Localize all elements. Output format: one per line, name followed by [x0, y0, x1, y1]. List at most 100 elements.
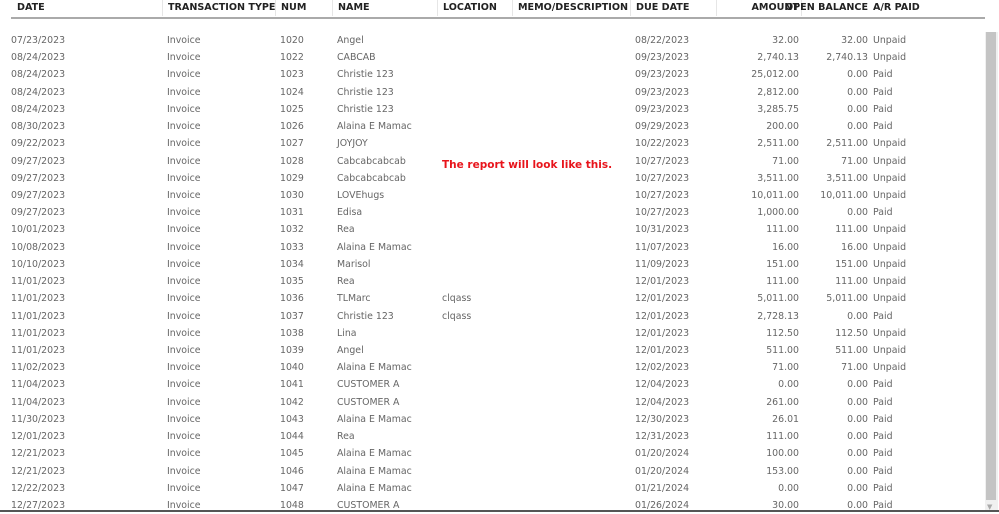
name-cell[interactable]: Alaina E Mamac — [337, 465, 412, 477]
column-divider[interactable] — [332, 0, 333, 16]
transaction-type-cell[interactable]: Invoice — [167, 310, 201, 322]
num-cell[interactable]: 1038 — [280, 327, 304, 339]
column-header-date[interactable]: DATE — [17, 2, 45, 13]
transaction-type-cell[interactable]: Invoice — [167, 189, 201, 201]
column-header-due-date[interactable]: DUE DATE — [636, 2, 690, 13]
name-cell[interactable]: Rea — [337, 276, 355, 288]
name-cell[interactable]: Alaina E Mamac — [337, 482, 412, 494]
num-cell[interactable]: 1033 — [280, 241, 304, 253]
name-cell[interactable]: TLMarc — [337, 293, 371, 305]
name-cell[interactable]: CUSTOMER A — [337, 396, 400, 408]
table-row[interactable]: 11/30/2023 Invoice 1043 Alaina E Mamac 12/30… — [0, 411, 985, 428]
num-cell[interactable]: 1031 — [280, 207, 304, 219]
num-cell[interactable]: 1037 — [280, 310, 304, 322]
table-row[interactable]: 08/24/2023 Invoice 1023 Christie 123 09/23/2… — [0, 66, 985, 83]
num-cell[interactable]: 1043 — [280, 413, 304, 425]
scroll-down-arrow-icon[interactable]: ▼ — [987, 503, 993, 511]
column-header-location[interactable]: LOCATION — [443, 2, 497, 13]
transaction-type-cell[interactable]: Invoice — [167, 448, 201, 460]
name-cell[interactable]: Christie 123 — [337, 86, 394, 98]
transaction-type-cell[interactable]: Invoice — [167, 258, 201, 270]
transaction-type-cell[interactable]: Invoice — [167, 293, 201, 305]
num-cell[interactable]: 1036 — [280, 293, 304, 305]
table-row[interactable]: 11/01/2023 Invoice 1036 TLMarc clqass 12/01/2… — [0, 290, 985, 307]
table-row[interactable]: 11/01/2023 Invoice 1038 Lina 12/01/2023 112.5… — [0, 325, 985, 342]
scrollbar-thumb[interactable] — [986, 32, 996, 500]
num-cell[interactable]: 1023 — [280, 69, 304, 81]
name-cell[interactable]: Lina — [337, 327, 357, 339]
name-cell[interactable]: Rea — [337, 224, 355, 236]
num-cell[interactable]: 1024 — [280, 86, 304, 98]
num-cell[interactable]: 1027 — [280, 138, 304, 150]
name-cell[interactable]: JOYJOY — [337, 138, 368, 150]
transaction-type-cell[interactable]: Invoice — [167, 224, 201, 236]
num-cell[interactable]: 1046 — [280, 465, 304, 477]
transaction-type-cell[interactable]: Invoice — [167, 52, 201, 64]
name-cell[interactable]: Rea — [337, 431, 355, 443]
table-row[interactable]: 09/27/2023 Invoice 1031 Edisa 10/27/2023 1,00… — [0, 204, 985, 221]
num-cell[interactable]: 1035 — [280, 276, 304, 288]
transaction-type-cell[interactable]: Invoice — [167, 103, 201, 115]
name-cell[interactable]: Alaina E Mamac — [337, 448, 412, 460]
table-row[interactable]: 08/24/2023 Invoice 1024 Christie 123 09/23/2… — [0, 84, 985, 101]
num-cell[interactable]: 1048 — [280, 499, 304, 511]
column-divider[interactable] — [512, 0, 513, 16]
column-divider[interactable] — [801, 0, 802, 16]
column-divider[interactable] — [162, 0, 163, 16]
table-row[interactable]: 11/04/2023 Invoice 1042 CUSTOMER A 12/04/202… — [0, 394, 985, 411]
num-cell[interactable]: 1020 — [280, 35, 304, 46]
column-divider[interactable] — [716, 0, 717, 16]
transaction-type-cell[interactable]: Invoice — [167, 121, 201, 133]
column-header-open-balance[interactable]: OPEN BALANCE — [784, 2, 868, 13]
table-row[interactable]: 11/01/2023 Invoice 1035 Rea 12/01/2023 111.00… — [0, 273, 985, 290]
column-header-transaction-type[interactable]: TRANSACTION TYPE — [168, 2, 276, 13]
transaction-type-cell[interactable]: Invoice — [167, 207, 201, 219]
column-divider[interactable] — [275, 0, 276, 16]
num-cell[interactable]: 1030 — [280, 189, 304, 201]
table-row[interactable]: 12/21/2023 Invoice 1045 Alaina E Mamac 01/20… — [0, 445, 985, 462]
transaction-type-cell[interactable]: Invoice — [167, 413, 201, 425]
transaction-type-cell[interactable]: Invoice — [167, 327, 201, 339]
num-cell[interactable]: 1045 — [280, 448, 304, 460]
transaction-type-cell[interactable]: Invoice — [167, 276, 201, 288]
transaction-type-cell[interactable]: Invoice — [167, 138, 201, 150]
table-row[interactable]: 12/27/2023 Invoice 1048 CUSTOMER A 01/26/202… — [0, 497, 985, 514]
transaction-type-cell[interactable]: Invoice — [167, 35, 201, 46]
vertical-scrollbar[interactable]: ▼ — [985, 32, 998, 512]
name-cell[interactable]: Alaina E Mamac — [337, 121, 412, 133]
transaction-type-cell[interactable]: Invoice — [167, 482, 201, 494]
table-row[interactable]: 12/21/2023 Invoice 1046 Alaina E Mamac 01/20… — [0, 463, 985, 480]
name-cell[interactable]: Christie 123 — [337, 69, 394, 81]
num-cell[interactable]: 1040 — [280, 362, 304, 374]
num-cell[interactable]: 1025 — [280, 103, 304, 115]
name-cell[interactable]: CUSTOMER A — [337, 499, 400, 511]
name-cell[interactable]: Angel — [337, 35, 364, 46]
name-cell[interactable]: Alaina E Mamac — [337, 362, 412, 374]
table-row[interactable]: 12/22/2023 Invoice 1047 Alaina E Mamac 01/21… — [0, 480, 985, 497]
transaction-type-cell[interactable]: Invoice — [167, 379, 201, 391]
table-row[interactable]: 11/01/2023 Invoice 1039 Angel 12/01/2023 511.… — [0, 342, 985, 359]
name-cell[interactable]: Christie 123 — [337, 310, 394, 322]
column-header-num[interactable]: NUM — [281, 2, 307, 13]
table-row[interactable]: 10/08/2023 Invoice 1033 Alaina E Mamac 11/07… — [0, 239, 985, 256]
name-cell[interactable]: Angel — [337, 344, 364, 356]
num-cell[interactable]: 1032 — [280, 224, 304, 236]
transaction-type-cell[interactable]: Invoice — [167, 499, 201, 511]
table-row[interactable]: 10/01/2023 Invoice 1032 Rea 10/31/2023 111.00… — [0, 221, 985, 238]
column-divider[interactable] — [437, 0, 438, 16]
transaction-type-cell[interactable]: Invoice — [167, 465, 201, 477]
table-row[interactable]: 08/24/2023 Invoice 1025 Christie 123 09/23/2… — [0, 101, 985, 118]
transaction-type-cell[interactable]: Invoice — [167, 69, 201, 81]
table-row[interactable]: 08/30/2023 Invoice 1026 Alaina E Mamac 09/29… — [0, 118, 985, 135]
column-header-ar-paid[interactable]: A/R PAID — [873, 2, 920, 13]
num-cell[interactable]: 1044 — [280, 431, 304, 443]
table-row[interactable]: 09/27/2023 Invoice 1028 Cabcabcabcab 10/27/2… — [0, 153, 985, 170]
table-row[interactable]: 11/02/2023 Invoice 1040 Alaina E Mamac 12/02… — [0, 359, 985, 376]
name-cell[interactable]: Edisa — [337, 207, 363, 219]
table-row[interactable]: 09/22/2023 Invoice 1027 JOYJOY 10/22/2023 2,5… — [0, 135, 985, 152]
transaction-type-cell[interactable]: Invoice — [167, 344, 201, 356]
column-header-memo[interactable]: MEMO/DESCRIPTION — [518, 2, 629, 13]
num-cell[interactable]: 1042 — [280, 396, 304, 408]
num-cell[interactable]: 1034 — [280, 258, 304, 270]
transaction-type-cell[interactable]: Invoice — [167, 86, 201, 98]
